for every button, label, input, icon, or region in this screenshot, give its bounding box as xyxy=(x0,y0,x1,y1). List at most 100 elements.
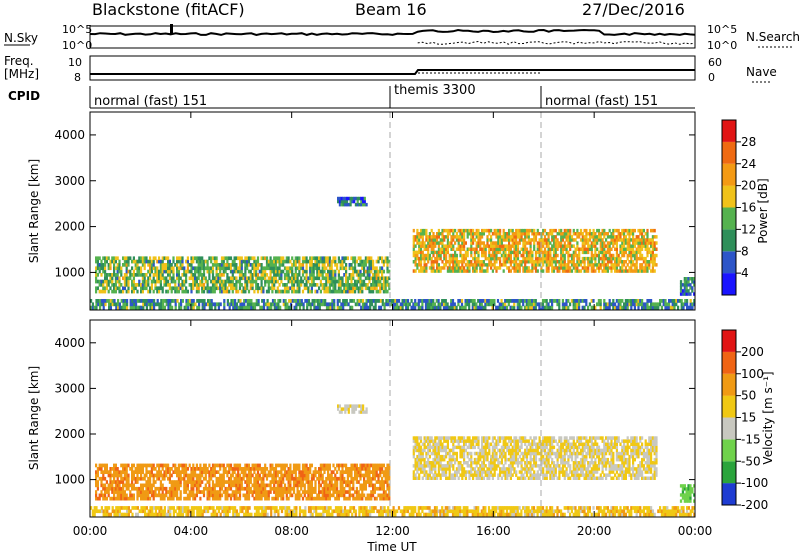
velocity-cell xyxy=(111,496,114,501)
power-cell xyxy=(497,228,500,233)
velocity-cell xyxy=(354,473,357,478)
power-cell xyxy=(295,305,298,310)
velocity-cell xyxy=(346,483,349,488)
power-cell xyxy=(630,247,633,251)
velocity-cell xyxy=(237,473,240,478)
power-cell xyxy=(587,269,590,273)
velocity-cell xyxy=(262,476,265,481)
power-cell xyxy=(685,280,688,284)
power-cell xyxy=(156,289,159,294)
power-cell xyxy=(446,250,449,255)
velocity-cell xyxy=(183,483,186,488)
power-cell xyxy=(255,286,258,291)
velocity-cell xyxy=(161,463,164,468)
power-cell xyxy=(300,283,303,287)
power-cell xyxy=(617,269,620,273)
power-cell xyxy=(220,263,224,267)
power-cell xyxy=(311,302,314,307)
velocity-cell xyxy=(300,470,303,474)
power-cell xyxy=(362,196,365,201)
velocity-cell xyxy=(377,476,380,481)
power-cell xyxy=(310,259,313,264)
power-cell xyxy=(98,279,101,284)
power-cell xyxy=(421,238,424,242)
power-cell xyxy=(373,269,376,274)
velocity-cell xyxy=(298,473,301,478)
power-cell xyxy=(269,286,272,291)
velocity-cell xyxy=(111,490,114,494)
power-cell xyxy=(470,241,473,245)
power-cell xyxy=(468,263,471,267)
velocity-cell xyxy=(246,493,249,498)
power-cell xyxy=(606,247,609,251)
power-cell xyxy=(397,305,401,310)
power-cell xyxy=(104,289,107,294)
power-cell xyxy=(635,256,638,261)
power-cell xyxy=(572,305,575,310)
power-cell xyxy=(522,250,525,255)
power-cell xyxy=(370,263,373,267)
power-cell xyxy=(576,232,579,236)
power-cell xyxy=(619,266,622,270)
power-cell xyxy=(439,253,442,258)
power-cell xyxy=(421,305,424,310)
power-cell xyxy=(165,266,168,271)
power-cell xyxy=(626,263,629,267)
velocity-cell xyxy=(296,490,299,494)
power-cell xyxy=(639,238,642,242)
power-cell xyxy=(448,260,451,264)
velocity-cell xyxy=(235,490,238,494)
velocity-cell xyxy=(194,470,197,474)
power-cell xyxy=(432,305,435,310)
velocity-cell xyxy=(183,470,186,474)
power-cell xyxy=(551,299,554,303)
power-cell xyxy=(115,302,118,307)
velocity-cell xyxy=(303,467,306,471)
power-cell xyxy=(127,256,130,261)
velocity-cell xyxy=(319,473,322,478)
power-cell xyxy=(434,269,437,273)
velocity-cell xyxy=(145,467,148,471)
power-cell xyxy=(475,260,478,264)
power-cell xyxy=(226,302,229,307)
power-cell xyxy=(251,256,254,261)
power-cell xyxy=(195,289,198,294)
power-cell xyxy=(382,269,385,274)
power-cell xyxy=(499,244,502,248)
power-cell xyxy=(274,276,278,281)
power-cell xyxy=(623,269,626,273)
power-cell xyxy=(202,259,206,264)
power-cell xyxy=(641,244,644,248)
power-cell xyxy=(430,238,433,242)
velocity-cell xyxy=(134,467,137,471)
power-cell xyxy=(379,289,382,294)
velocity-cell xyxy=(237,496,240,501)
power-cell xyxy=(560,250,563,255)
power-cell xyxy=(331,302,334,307)
power-cell xyxy=(206,283,209,287)
power-cell xyxy=(342,305,345,310)
power-cell xyxy=(156,279,159,284)
velocity-cell xyxy=(339,463,342,468)
power-cell xyxy=(493,244,496,248)
power-cell xyxy=(480,299,483,303)
power-cell xyxy=(644,263,647,267)
power-cell xyxy=(488,232,491,236)
power-cell xyxy=(132,279,135,284)
power-cell xyxy=(603,235,606,239)
power-cell xyxy=(445,228,448,233)
power-cell xyxy=(388,259,391,264)
velocity-cell xyxy=(366,467,369,471)
velocity-cell xyxy=(235,467,238,471)
power-cell xyxy=(470,250,473,255)
power-cell xyxy=(296,289,299,294)
power-cell xyxy=(352,273,355,277)
power-cell xyxy=(561,250,565,255)
power-cell xyxy=(475,269,478,273)
power-cell xyxy=(605,253,608,258)
power-cell xyxy=(267,283,270,287)
power-cell xyxy=(655,235,658,239)
power-cell xyxy=(238,263,242,267)
velocity-cell xyxy=(149,463,152,468)
velocity-cell xyxy=(343,480,346,484)
